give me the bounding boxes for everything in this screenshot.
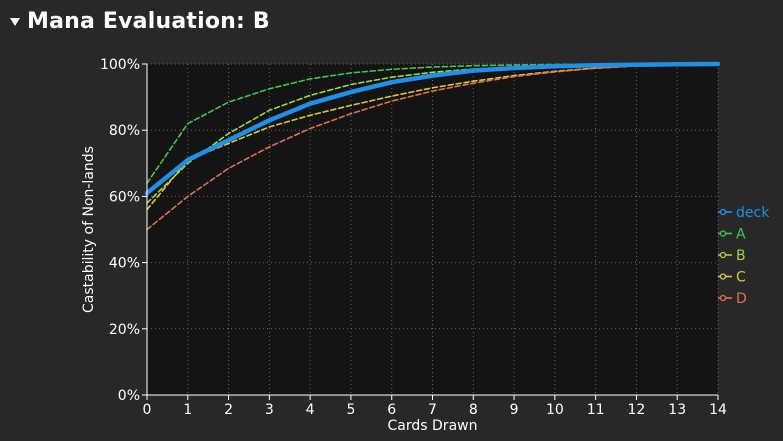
axes: 0 1 2 3 4 5 6 7 8 9 10 11 12 13 140%20%40%60%80%100%Ca… [81, 57, 727, 434]
x-tick-label: 5 [346, 402, 355, 418]
series-line-deck [144, 61, 721, 196]
section-header-toggle[interactable]: Mana Evaluation: B [10, 6, 270, 36]
x-tick-label: 11 [587, 402, 605, 418]
x-axis-title: Cards Drawn [388, 418, 478, 434]
plot-background [147, 64, 718, 395]
legend-item-b[interactable]: B [718, 248, 746, 264]
series-layer [144, 61, 721, 231]
y-tick-label: 20% [109, 322, 140, 338]
y-tick-label: 100% [100, 57, 140, 73]
legend-label: deck [736, 205, 770, 221]
x-tick-label: 6 [387, 402, 396, 418]
x-tick-label: 7 [428, 402, 437, 418]
y-tick-label: 80% [109, 123, 140, 139]
x-tick-label: 3 [265, 402, 274, 418]
y-tick-label: 0% [118, 388, 140, 404]
x-tick-label: 10 [546, 402, 564, 418]
legend-label: A [736, 227, 746, 243]
x-tick-label: 4 [306, 402, 315, 418]
x-tick-label: 1 [183, 402, 192, 418]
legend-label: B [736, 248, 746, 264]
x-tick-label: 8 [469, 402, 478, 418]
x-tick-label: 9 [510, 402, 519, 418]
legend-label: C [736, 270, 746, 286]
x-tick-label: 2 [224, 402, 233, 418]
y-tick-label: 60% [109, 189, 140, 205]
legend-item-c[interactable]: C [718, 270, 746, 286]
legend-marker-icon [719, 251, 727, 259]
triangle-down-icon[interactable] [10, 17, 20, 26]
legend-marker-icon [719, 230, 727, 237]
legend-item-d[interactable]: D [718, 291, 747, 307]
y-axis-title: Castability of Non-lands [81, 146, 97, 313]
x-tick-label: 0 [143, 402, 152, 418]
legend-marker-icon [719, 208, 727, 216]
page-title: Mana Evaluation: B [27, 8, 270, 34]
x-tick-label: 13 [668, 402, 686, 418]
x-tick-label: 14 [709, 402, 727, 418]
legend-marker-icon [719, 273, 727, 280]
legend-item-a[interactable]: A [718, 227, 746, 243]
legend-label: D [736, 291, 747, 307]
x-tick-label: 12 [628, 402, 646, 418]
y-tick-label: 40% [109, 256, 140, 272]
legend-item-deck[interactable]: deck [718, 205, 770, 221]
legend-marker-icon [719, 294, 727, 302]
plot-area [147, 64, 718, 395]
